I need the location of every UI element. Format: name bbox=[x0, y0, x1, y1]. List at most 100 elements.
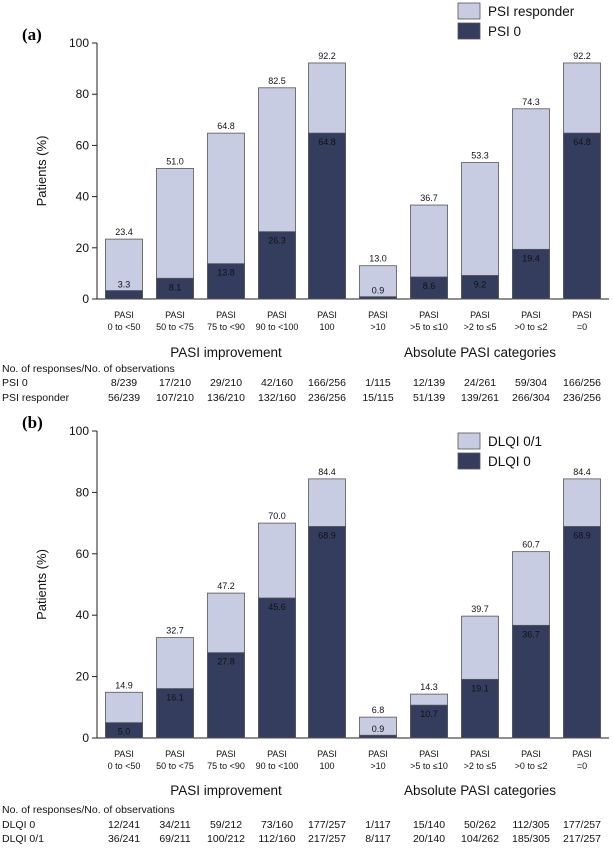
x-tick-label: 0 to <50 bbox=[108, 322, 141, 332]
x-tick-label: PASI bbox=[368, 749, 388, 759]
x-tick-label: 90 to <100 bbox=[256, 761, 299, 771]
x-tick-label: 0 to <50 bbox=[108, 761, 141, 771]
count-light: 36/241 bbox=[108, 833, 140, 845]
x-tick-label: PASI bbox=[470, 749, 490, 759]
dark-value-label: 5.0 bbox=[118, 727, 131, 737]
count-dark: 1/117 bbox=[365, 819, 391, 831]
bar-light bbox=[105, 238, 143, 300]
count-dark: 29/210 bbox=[210, 377, 242, 389]
y-tick-label: 80 bbox=[76, 485, 90, 499]
count-dark: 177/257 bbox=[308, 819, 346, 831]
y-tick-label: 100 bbox=[69, 36, 89, 50]
count-light: 100/212 bbox=[207, 833, 245, 845]
group-label: Absolute PASI categories bbox=[404, 783, 556, 798]
count-dark: 34/211 bbox=[159, 819, 190, 831]
x-tick-label: >2 to ≤5 bbox=[464, 322, 497, 332]
dark-value-label: 68.9 bbox=[573, 530, 591, 540]
bar-dark bbox=[461, 275, 499, 300]
x-tick-label: >5 to ≤10 bbox=[410, 322, 448, 332]
x-tick-label: >10 bbox=[370, 322, 385, 332]
count-dark: 166/256 bbox=[563, 377, 601, 389]
light-value-label: 39.7 bbox=[471, 604, 489, 614]
y-axis-title: Patients (%) bbox=[34, 549, 49, 620]
group-label: Absolute PASI categories bbox=[404, 345, 556, 360]
dark-value-label: 26.3 bbox=[268, 236, 286, 246]
light-value-label: 84.4 bbox=[573, 467, 591, 477]
bar-dark bbox=[359, 296, 397, 300]
count-light: 104/262 bbox=[461, 833, 499, 845]
x-tick-label: PASI bbox=[216, 310, 236, 320]
bar-dark bbox=[359, 734, 397, 739]
count-dark: 12/241 bbox=[108, 819, 140, 831]
dark-value-label: 3.3 bbox=[118, 280, 131, 290]
x-tick-label: >0 to ≤2 bbox=[515, 322, 548, 332]
dark-value-label: 36.7 bbox=[522, 629, 540, 639]
dark-value-label: 8.1 bbox=[169, 282, 182, 292]
light-value-label: 82.5 bbox=[268, 76, 286, 86]
count-dark: 73/160 bbox=[261, 819, 293, 831]
x-tick-label: >0 to ≤2 bbox=[515, 761, 548, 771]
x-tick-label: PASI bbox=[572, 310, 592, 320]
dark-value-label: 19.1 bbox=[471, 683, 489, 693]
bar-dark bbox=[410, 704, 448, 739]
light-value-label: 60.7 bbox=[522, 540, 540, 550]
count-light: 56/239 bbox=[108, 392, 140, 404]
x-tick-label: PASI bbox=[114, 749, 134, 759]
count-light: 107/210 bbox=[156, 392, 194, 404]
x-tick-label: 50 to <75 bbox=[156, 761, 194, 771]
count-light: 20/140 bbox=[413, 833, 445, 845]
count-light: 69/211 bbox=[159, 833, 190, 845]
x-tick-label: >2 to ≤5 bbox=[464, 761, 497, 771]
count-dark: 15/140 bbox=[413, 819, 445, 831]
bar-dark bbox=[156, 277, 194, 300]
count-dark: 59/304 bbox=[515, 377, 547, 389]
legend-swatch-light bbox=[457, 2, 481, 20]
legend-label: DLQI 0 bbox=[488, 454, 531, 469]
count-dark: 166/256 bbox=[308, 377, 346, 389]
x-tick-label: 100 bbox=[319, 322, 334, 332]
x-tick-label: PASI bbox=[368, 310, 388, 320]
light-value-label: 92.2 bbox=[318, 51, 336, 61]
count-light: 217/257 bbox=[563, 833, 601, 845]
x-tick-label: PASI bbox=[216, 749, 236, 759]
light-value-label: 36.7 bbox=[420, 193, 438, 203]
count-dark: 1/115 bbox=[365, 377, 391, 389]
dark-value-label: 0.9 bbox=[372, 724, 385, 734]
x-tick-label: PASI bbox=[267, 749, 287, 759]
light-value-label: 70.0 bbox=[268, 511, 286, 521]
x-tick-label: PASI bbox=[165, 310, 185, 320]
count-light: 217/257 bbox=[308, 833, 346, 845]
y-tick-label: 0 bbox=[82, 292, 89, 306]
x-tick-label: PASI bbox=[317, 749, 337, 759]
legend-label: PSI 0 bbox=[488, 24, 521, 39]
y-tick-label: 60 bbox=[76, 547, 90, 561]
light-value-label: 14.9 bbox=[115, 680, 133, 690]
x-tick-label: >10 bbox=[370, 761, 385, 771]
x-tick-label: 50 to <75 bbox=[156, 322, 194, 332]
dark-value-label: 9.2 bbox=[474, 279, 487, 289]
legend-swatch-dark bbox=[457, 452, 481, 470]
bar-dark bbox=[105, 722, 143, 739]
light-value-label: 6.8 bbox=[372, 705, 385, 715]
count-light: 15/115 bbox=[362, 392, 393, 404]
x-tick-label: =0 bbox=[577, 322, 587, 332]
bar-dark bbox=[308, 526, 346, 739]
bar-dark bbox=[563, 132, 601, 300]
table-row-label: DLQI 0 bbox=[2, 819, 35, 831]
table-header: No. of responses/No. of observations bbox=[2, 363, 175, 375]
x-tick-label: 90 to <100 bbox=[256, 322, 299, 332]
x-tick-label: >5 to ≤10 bbox=[410, 761, 448, 771]
bar-light bbox=[359, 265, 397, 300]
count-light: 112/160 bbox=[258, 833, 295, 845]
x-tick-label: 75 to <90 bbox=[207, 761, 245, 771]
legend-label: DLQI 0/1 bbox=[488, 434, 542, 449]
count-dark: 177/257 bbox=[563, 819, 601, 831]
group-label: PASI improvement bbox=[170, 345, 282, 360]
light-value-label: 64.8 bbox=[217, 121, 235, 131]
light-value-label: 14.3 bbox=[420, 682, 438, 692]
y-tick-label: 40 bbox=[76, 190, 90, 204]
x-tick-label: PASI bbox=[317, 310, 337, 320]
dark-value-label: 68.9 bbox=[318, 530, 336, 540]
light-value-label: 53.3 bbox=[471, 151, 489, 161]
